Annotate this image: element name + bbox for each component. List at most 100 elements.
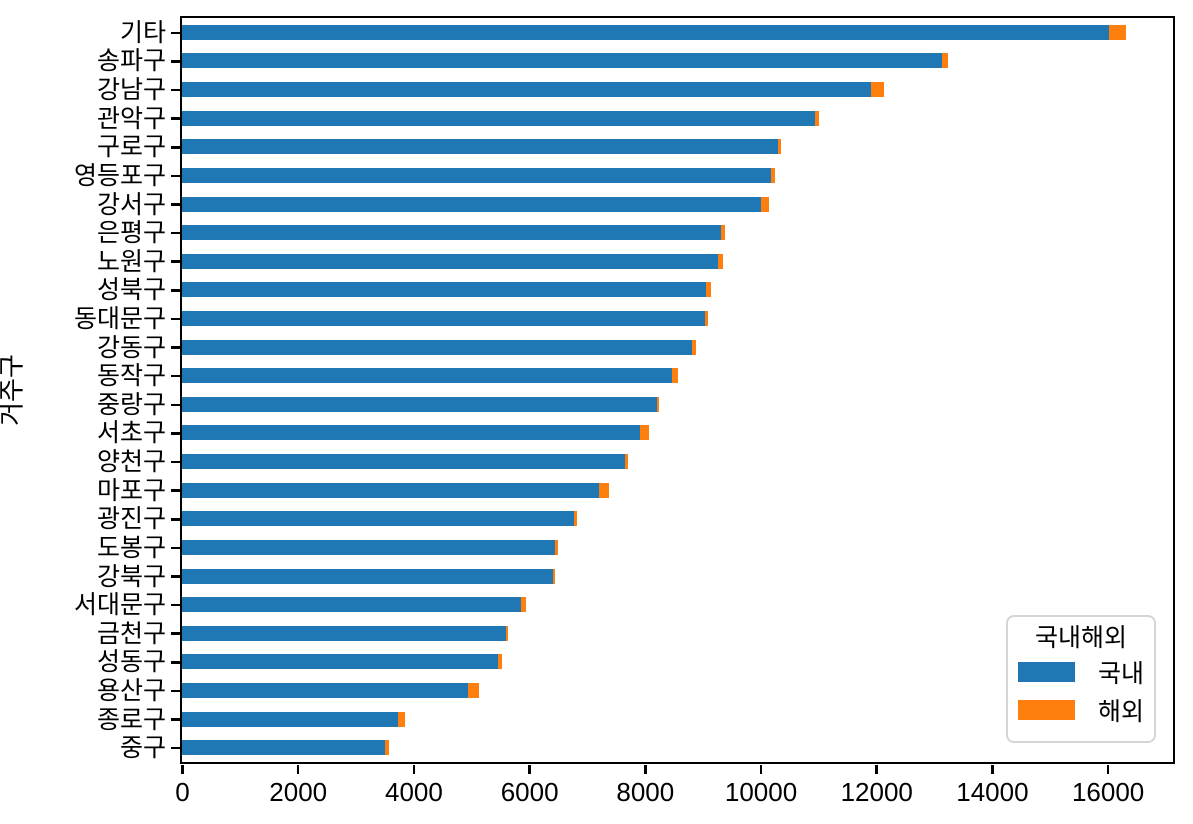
bar-segment-domestic (182, 139, 779, 155)
x-tick-label: 12000 (840, 777, 913, 807)
legend-swatch-domestic (1018, 662, 1075, 682)
bar-segment-domestic (182, 597, 521, 613)
bar-segment-overseas (398, 711, 405, 727)
bar-segment-domestic (182, 339, 692, 355)
bar-segment-overseas (778, 139, 781, 155)
bar-segment-domestic (182, 196, 762, 212)
y-tick-label: 서초구 (96, 419, 166, 448)
x-tick-mark (1106, 765, 1110, 774)
x-tick-mark (412, 765, 416, 774)
bar-segment-domestic (182, 482, 599, 498)
y-tick-mark (171, 231, 180, 235)
y-tick-mark (171, 88, 180, 92)
plot-area: 국내해외 국내 해외 (180, 16, 1175, 764)
y-tick-label: 종로구 (96, 705, 166, 734)
bar-segment-overseas (717, 253, 723, 269)
y-tick-mark (171, 260, 180, 263)
legend-entry: 국내 (1008, 653, 1154, 691)
legend-entry-label: 해외 (1097, 698, 1144, 726)
x-tick-mark (296, 765, 300, 774)
y-tick-mark (171, 31, 180, 35)
bar-segment-domestic (182, 396, 657, 412)
y-tick-label: 금천구 (96, 619, 166, 648)
x-tick-label: 8000 (616, 777, 675, 807)
y-tick-label: 성북구 (96, 276, 166, 305)
bar-segment-domestic (182, 24, 1110, 40)
y-tick-label: 동작구 (96, 362, 166, 391)
y-tick-label: 강동구 (96, 333, 166, 362)
x-tick-label: 16000 (1071, 777, 1145, 807)
y-tick-label: 강남구 (96, 76, 166, 105)
y-tick-label: 송파구 (96, 47, 166, 76)
legend-title: 국내해외 (1034, 624, 1127, 652)
bar-segment-overseas (1109, 24, 1127, 40)
y-tick-mark (171, 689, 180, 693)
x-tick-mark (759, 765, 763, 774)
bar-segment-overseas (506, 625, 508, 641)
bar-segment-domestic (182, 368, 672, 384)
y-tick-mark (171, 374, 180, 378)
x-tick-mark (528, 765, 531, 774)
x-tick-mark (875, 765, 878, 774)
y-tick-label: 양천구 (96, 448, 166, 477)
bar-segment-domestic (182, 711, 399, 727)
y-tick-label: 영등포구 (73, 161, 166, 190)
legend-entry-label: 국내 (1097, 660, 1144, 688)
y-tick-label: 중랑구 (96, 390, 166, 419)
bar-segment-domestic (182, 225, 722, 241)
y-tick-label: 서대문구 (73, 591, 166, 620)
bar-segment-domestic (182, 53, 942, 69)
x-tick-label: 10000 (724, 777, 798, 807)
bar-segment-domestic (182, 310, 705, 326)
bar-segment-domestic (182, 539, 556, 555)
bar-segment-overseas (498, 654, 502, 670)
bar-segment-overseas (770, 167, 776, 183)
y-tick-mark (171, 489, 180, 492)
bar-segment-domestic (182, 654, 499, 670)
bar-segment-overseas (871, 82, 885, 98)
bar-segment-domestic (182, 110, 815, 126)
y-tick-label: 성동구 (96, 648, 166, 677)
bar-segment-overseas (598, 482, 609, 498)
bar-segment-domestic (182, 740, 386, 756)
bar-segment-domestic (182, 82, 871, 98)
x-tick-label: 0 (175, 777, 190, 807)
bar-segment-domestic (182, 282, 706, 298)
bar-segment-domestic (182, 568, 554, 584)
x-tick-label: 6000 (500, 777, 559, 807)
bar-segment-overseas (521, 597, 526, 613)
legend: 국내해외 국내 해외 (1006, 615, 1156, 743)
y-tick-label: 광진구 (96, 505, 166, 534)
y-tick-label: 강서구 (96, 190, 166, 219)
y-tick-mark (171, 746, 180, 750)
y-tick-label: 구로구 (96, 133, 166, 162)
bar-segment-overseas (639, 425, 650, 441)
y-tick-mark (171, 546, 180, 550)
bar-segment-overseas (385, 740, 389, 756)
bar-segment-overseas (656, 396, 659, 412)
x-tick-label: 4000 (384, 777, 443, 807)
bar-segment-overseas (553, 568, 555, 584)
y-tick-mark (171, 575, 180, 578)
bar-segment-domestic (182, 253, 718, 269)
y-tick-mark (171, 403, 180, 407)
bar-segment-domestic (182, 511, 574, 527)
y-tick-mark (171, 117, 180, 120)
y-tick-mark (171, 432, 180, 435)
y-tick-label: 강북구 (96, 562, 166, 591)
y-tick-label: 관악구 (96, 104, 166, 133)
y-tick-mark (171, 146, 180, 149)
bar-segment-overseas (761, 196, 770, 212)
y-tick-label: 마포구 (96, 476, 166, 505)
x-tick-mark (991, 765, 994, 774)
bar-segment-overseas (624, 454, 629, 470)
y-tick-mark (171, 289, 180, 292)
bar-segment-domestic (182, 167, 771, 183)
y-tick-mark (171, 603, 180, 607)
y-tick-label: 용산구 (96, 676, 166, 705)
y-tick-mark (171, 346, 180, 349)
x-tick-mark (644, 765, 647, 774)
legend-swatch-overseas (1018, 700, 1075, 720)
